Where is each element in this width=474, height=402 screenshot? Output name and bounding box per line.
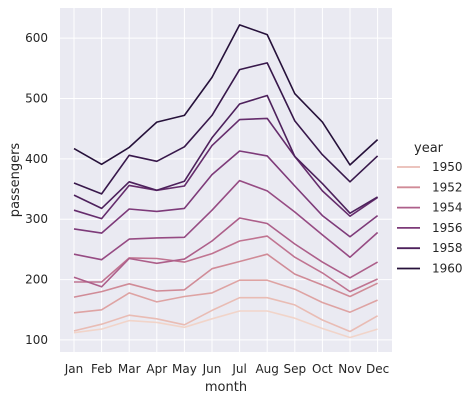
y-tick-labels: 100 200 300 400 500 600 — [25, 31, 48, 347]
y-axis-label: passengers — [8, 143, 23, 218]
series-line-1957 — [73, 117, 379, 220]
series-line-1951 — [73, 279, 378, 314]
series-line-1949 — [73, 310, 378, 339]
legend-label: 1952 — [432, 180, 463, 194]
series-line-1953 — [74, 235, 378, 293]
x-tick-label: Dec — [366, 362, 389, 376]
x-tick-label: Aug — [255, 362, 278, 376]
x-tick-label: May — [172, 362, 197, 376]
x-tick-label: Sep — [283, 362, 306, 376]
legend-label: 1950 — [432, 160, 463, 174]
legend-title: year — [414, 141, 444, 156]
series-line-1955 — [73, 179, 379, 261]
y-tick-label: 600 — [25, 31, 48, 45]
x-tick-labels: Jan Feb Mar Apr May Jun Jul Aug Sep Oct Nov Dec — [64, 362, 389, 376]
y-tick-label: 500 — [25, 92, 48, 106]
series-lines — [73, 24, 379, 339]
x-tick-label: Feb — [91, 362, 112, 376]
legend-label: 1960 — [432, 262, 463, 276]
grid-lines — [60, 8, 392, 352]
x-tick-label: Mar — [118, 362, 141, 376]
x-axis-label: month — [205, 380, 247, 395]
plot-background — [60, 8, 392, 352]
legend: year 1950 1952 1954 1956 1958 1960 — [397, 141, 463, 276]
x-tick-label: Jun — [202, 362, 222, 376]
series-line-1954 — [73, 217, 378, 288]
x-tick-label: Jan — [64, 362, 84, 376]
x-tick-label: Oct — [312, 362, 333, 376]
series-line-1958 — [73, 94, 379, 214]
series-line-1956 — [73, 150, 379, 238]
x-tick-label: Apr — [146, 362, 167, 376]
legend-label: 1956 — [432, 221, 463, 235]
x-tick-label: Nov — [338, 362, 361, 376]
series-line-1960 — [73, 24, 379, 166]
series-line-1950 — [73, 296, 378, 333]
y-tick-label: 300 — [25, 212, 48, 226]
x-tick-label: Jul — [231, 362, 246, 376]
y-tick-label: 400 — [25, 152, 48, 166]
series-line-1959 — [73, 62, 379, 195]
legend-label: 1954 — [432, 201, 463, 215]
series-line-1952 — [73, 253, 378, 298]
y-tick-label: 100 — [25, 333, 48, 347]
legend-label: 1958 — [432, 241, 463, 255]
y-tick-label: 200 — [25, 273, 48, 287]
